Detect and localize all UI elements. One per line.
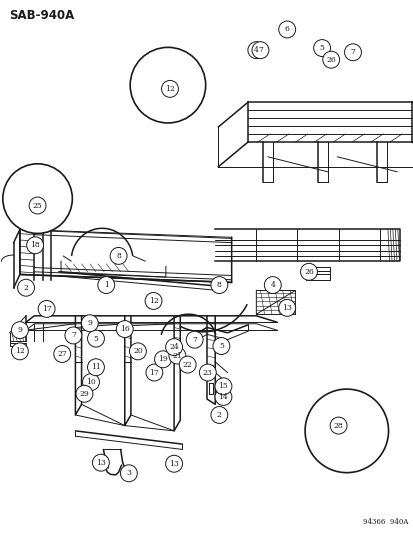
Text: 28: 28 — [333, 422, 343, 430]
Circle shape — [145, 364, 162, 381]
Text: 12: 12 — [148, 297, 158, 305]
Text: 2: 2 — [24, 284, 28, 292]
Circle shape — [199, 364, 216, 381]
Circle shape — [12, 343, 28, 360]
Text: 7: 7 — [350, 49, 355, 56]
Circle shape — [165, 338, 182, 356]
Circle shape — [278, 300, 295, 316]
Circle shape — [29, 197, 46, 214]
Text: 18: 18 — [30, 241, 40, 249]
Circle shape — [154, 351, 171, 368]
Text: 14: 14 — [218, 393, 228, 401]
Text: 4: 4 — [253, 46, 258, 54]
Text: 9: 9 — [87, 319, 92, 327]
Text: 5: 5 — [319, 44, 324, 52]
Circle shape — [65, 327, 82, 344]
Circle shape — [87, 330, 104, 347]
Text: 21: 21 — [172, 352, 182, 360]
Circle shape — [145, 293, 161, 310]
Circle shape — [252, 42, 268, 59]
Text: 11: 11 — [91, 364, 101, 372]
Circle shape — [278, 21, 295, 38]
Text: 4: 4 — [270, 281, 275, 289]
Text: 25: 25 — [33, 201, 43, 209]
Text: 15: 15 — [218, 382, 228, 390]
Text: 13: 13 — [282, 304, 292, 312]
Text: 29: 29 — [79, 390, 89, 398]
Circle shape — [12, 322, 28, 338]
Text: SAB-940A: SAB-940A — [9, 10, 74, 22]
Circle shape — [130, 47, 205, 123]
Circle shape — [92, 454, 109, 471]
Text: 8: 8 — [116, 252, 121, 260]
Circle shape — [129, 343, 146, 360]
Text: 13: 13 — [169, 460, 178, 468]
Text: 8: 8 — [216, 281, 221, 289]
Circle shape — [300, 263, 317, 280]
Circle shape — [329, 417, 346, 434]
Circle shape — [264, 277, 280, 294]
Text: 20: 20 — [133, 348, 142, 356]
Circle shape — [38, 301, 55, 317]
Circle shape — [116, 321, 133, 337]
Text: 16: 16 — [120, 325, 129, 333]
Circle shape — [3, 164, 72, 233]
Text: 5: 5 — [218, 342, 223, 350]
Text: 94366  940A: 94366 940A — [362, 518, 408, 526]
Text: 12: 12 — [165, 85, 174, 93]
Circle shape — [54, 345, 71, 362]
Circle shape — [247, 42, 264, 59]
Text: 7: 7 — [71, 332, 76, 340]
Circle shape — [313, 39, 330, 56]
Text: 6: 6 — [284, 26, 289, 34]
Circle shape — [169, 347, 185, 364]
Text: 26: 26 — [304, 268, 313, 276]
Text: 19: 19 — [158, 356, 167, 364]
Circle shape — [214, 378, 231, 395]
Text: 17: 17 — [149, 368, 159, 376]
Circle shape — [161, 80, 178, 98]
Circle shape — [304, 389, 387, 473]
Circle shape — [26, 237, 43, 254]
Circle shape — [210, 277, 227, 294]
Text: 23: 23 — [202, 368, 212, 376]
Circle shape — [344, 44, 361, 61]
Circle shape — [87, 359, 104, 376]
Circle shape — [179, 356, 196, 373]
Circle shape — [210, 407, 227, 423]
Circle shape — [214, 389, 231, 406]
Circle shape — [165, 455, 182, 472]
Text: 1: 1 — [104, 281, 109, 289]
Text: 7: 7 — [257, 46, 262, 54]
Text: 13: 13 — [96, 459, 106, 467]
Text: 9: 9 — [17, 326, 22, 334]
Circle shape — [110, 247, 127, 264]
Text: 2: 2 — [216, 411, 221, 419]
Circle shape — [82, 374, 99, 391]
Circle shape — [97, 277, 114, 294]
Text: 24: 24 — [169, 343, 178, 351]
Text: 27: 27 — [57, 350, 67, 358]
Text: 5: 5 — [93, 335, 98, 343]
Circle shape — [81, 315, 98, 332]
Circle shape — [186, 331, 203, 348]
Text: 7: 7 — [192, 336, 197, 344]
Circle shape — [212, 337, 229, 354]
Circle shape — [76, 385, 93, 402]
Circle shape — [120, 465, 137, 482]
Circle shape — [18, 279, 34, 296]
Text: 22: 22 — [183, 361, 192, 369]
Text: 26: 26 — [325, 56, 335, 64]
Circle shape — [322, 51, 339, 68]
Text: 3: 3 — [126, 469, 131, 477]
Text: 10: 10 — [86, 378, 96, 386]
Text: 17: 17 — [42, 305, 51, 313]
Text: 12: 12 — [15, 348, 25, 356]
